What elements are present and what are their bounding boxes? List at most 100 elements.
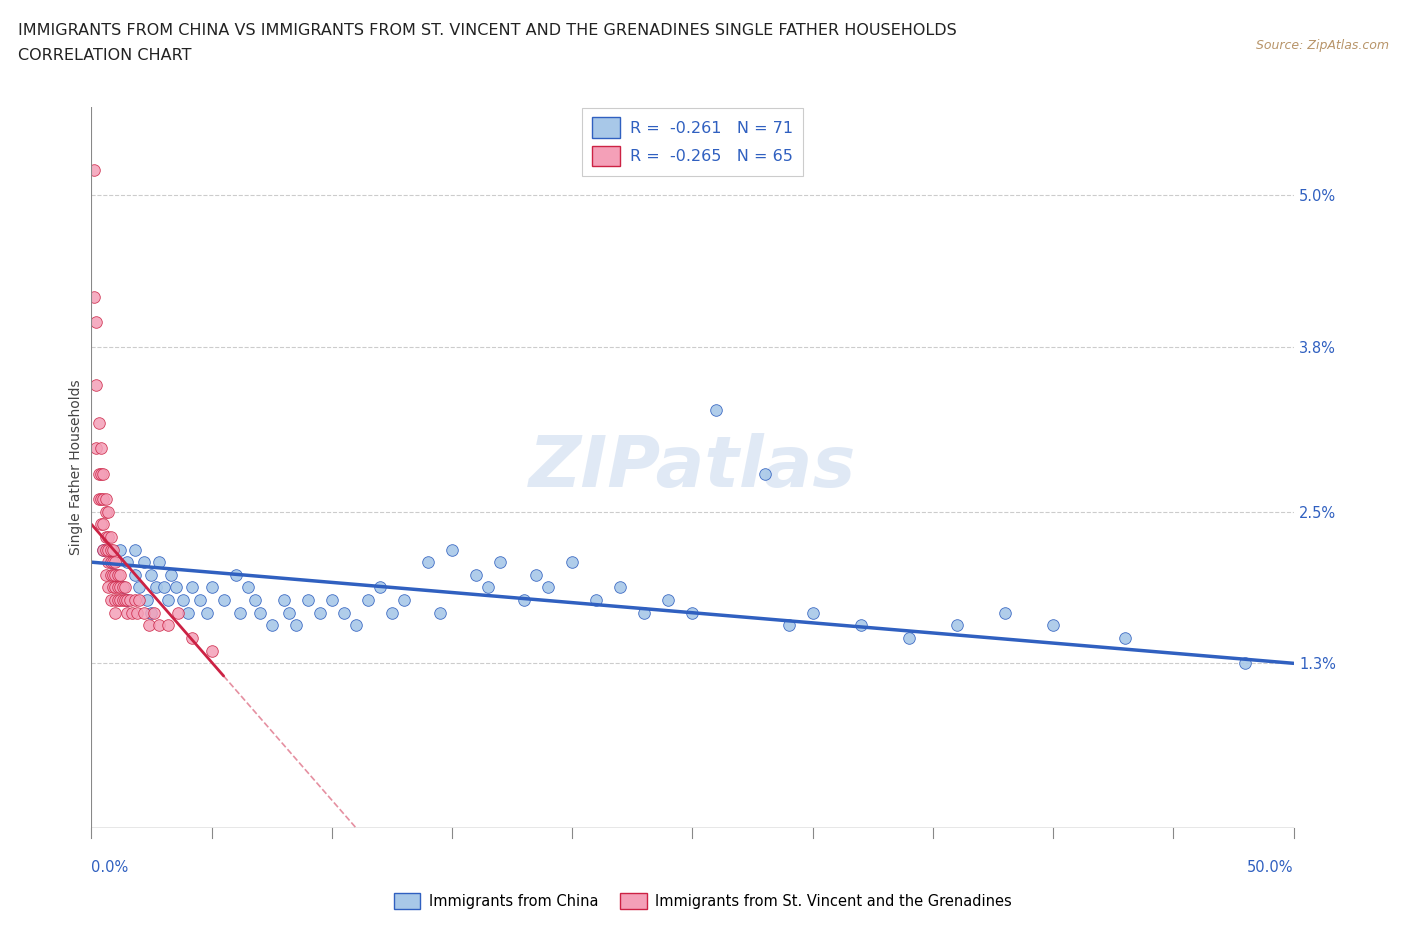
Point (159, 567, 181, 582)
Point (124, 567, 146, 582)
Point (308, 605, 330, 620)
Point (111, 592, 134, 607)
Text: Source: ZipAtlas.com: Source: ZipAtlas.com (1256, 39, 1389, 52)
Point (87, 416, 110, 431)
Point (94, 491, 117, 506)
Point (157, 618, 180, 632)
Legend: Immigrants from China, Immigrants from St. Vincent and the Grenadines: Immigrants from China, Immigrants from S… (388, 887, 1018, 915)
Point (381, 605, 404, 620)
Text: ZIPatlas: ZIPatlas (529, 432, 856, 502)
Point (104, 580, 127, 595)
Point (124, 592, 146, 607)
Point (157, 592, 180, 607)
Point (117, 605, 139, 620)
Point (260, 618, 283, 632)
Point (104, 567, 127, 582)
Point (107, 567, 129, 582)
Point (135, 592, 157, 607)
Point (110, 542, 132, 557)
Point (188, 592, 211, 607)
Point (172, 592, 194, 607)
Point (83, 289, 105, 304)
Point (83, 163, 105, 178)
Point (84, 314, 107, 329)
Point (225, 567, 247, 582)
Point (110, 567, 132, 582)
Text: 50.0%: 50.0% (1247, 860, 1294, 875)
Point (477, 580, 499, 595)
Point (97, 580, 120, 595)
Point (465, 567, 488, 582)
Point (181, 631, 204, 645)
Point (100, 542, 122, 557)
Point (104, 567, 127, 582)
Point (111, 580, 134, 595)
Point (181, 580, 204, 595)
Point (440, 542, 463, 557)
Point (754, 466, 776, 481)
Point (111, 580, 134, 595)
Point (165, 580, 187, 595)
Point (94, 567, 117, 582)
Point (176, 605, 198, 620)
Point (134, 554, 156, 569)
Point (97, 542, 120, 557)
Point (107, 580, 129, 595)
Point (90, 441, 112, 456)
Point (333, 605, 356, 620)
Point (128, 592, 150, 607)
Point (104, 605, 127, 620)
Point (249, 605, 271, 620)
Point (114, 580, 136, 595)
Point (94, 504, 117, 519)
Point (101, 554, 124, 569)
Point (93, 466, 115, 481)
Point (114, 592, 136, 607)
Text: IMMIGRANTS FROM CHINA VS IMMIGRANTS FROM ST. VINCENT AND THE GRENADINES SINGLE F: IMMIGRANTS FROM CHINA VS IMMIGRANTS FROM… (18, 23, 957, 38)
Point (121, 605, 143, 620)
Point (706, 403, 728, 418)
Point (277, 605, 299, 620)
Point (100, 529, 122, 544)
Point (101, 580, 124, 595)
Point (946, 618, 969, 632)
Point (357, 592, 380, 607)
Point (212, 592, 235, 607)
Point (633, 605, 655, 620)
Point (243, 592, 266, 607)
Point (134, 605, 156, 620)
Point (124, 542, 146, 557)
Point (201, 580, 224, 595)
Point (84, 441, 107, 456)
Legend: R =  -0.261   N = 71, R =  -0.265   N = 65: R = -0.261 N = 71, R = -0.265 N = 65 (582, 108, 803, 176)
Point (90, 517, 112, 532)
Point (94, 542, 117, 557)
Point (429, 605, 451, 620)
Point (104, 592, 127, 607)
Point (236, 580, 259, 595)
Point (284, 618, 307, 632)
Point (897, 631, 920, 645)
Point (141, 567, 163, 582)
Point (101, 567, 124, 582)
Point (1114, 631, 1136, 645)
Point (585, 592, 607, 607)
Point (1042, 618, 1064, 632)
Point (148, 618, 170, 632)
Point (297, 592, 319, 607)
Point (100, 592, 122, 607)
Point (97, 529, 120, 544)
Point (100, 554, 122, 569)
Point (524, 567, 547, 582)
Point (110, 580, 132, 595)
Point (138, 618, 160, 632)
Point (117, 592, 139, 607)
Point (801, 605, 824, 620)
Point (201, 644, 224, 658)
Point (93, 517, 115, 532)
Point (344, 618, 367, 632)
Point (368, 580, 391, 595)
Point (97, 554, 120, 569)
Point (90, 491, 112, 506)
Point (778, 618, 800, 632)
